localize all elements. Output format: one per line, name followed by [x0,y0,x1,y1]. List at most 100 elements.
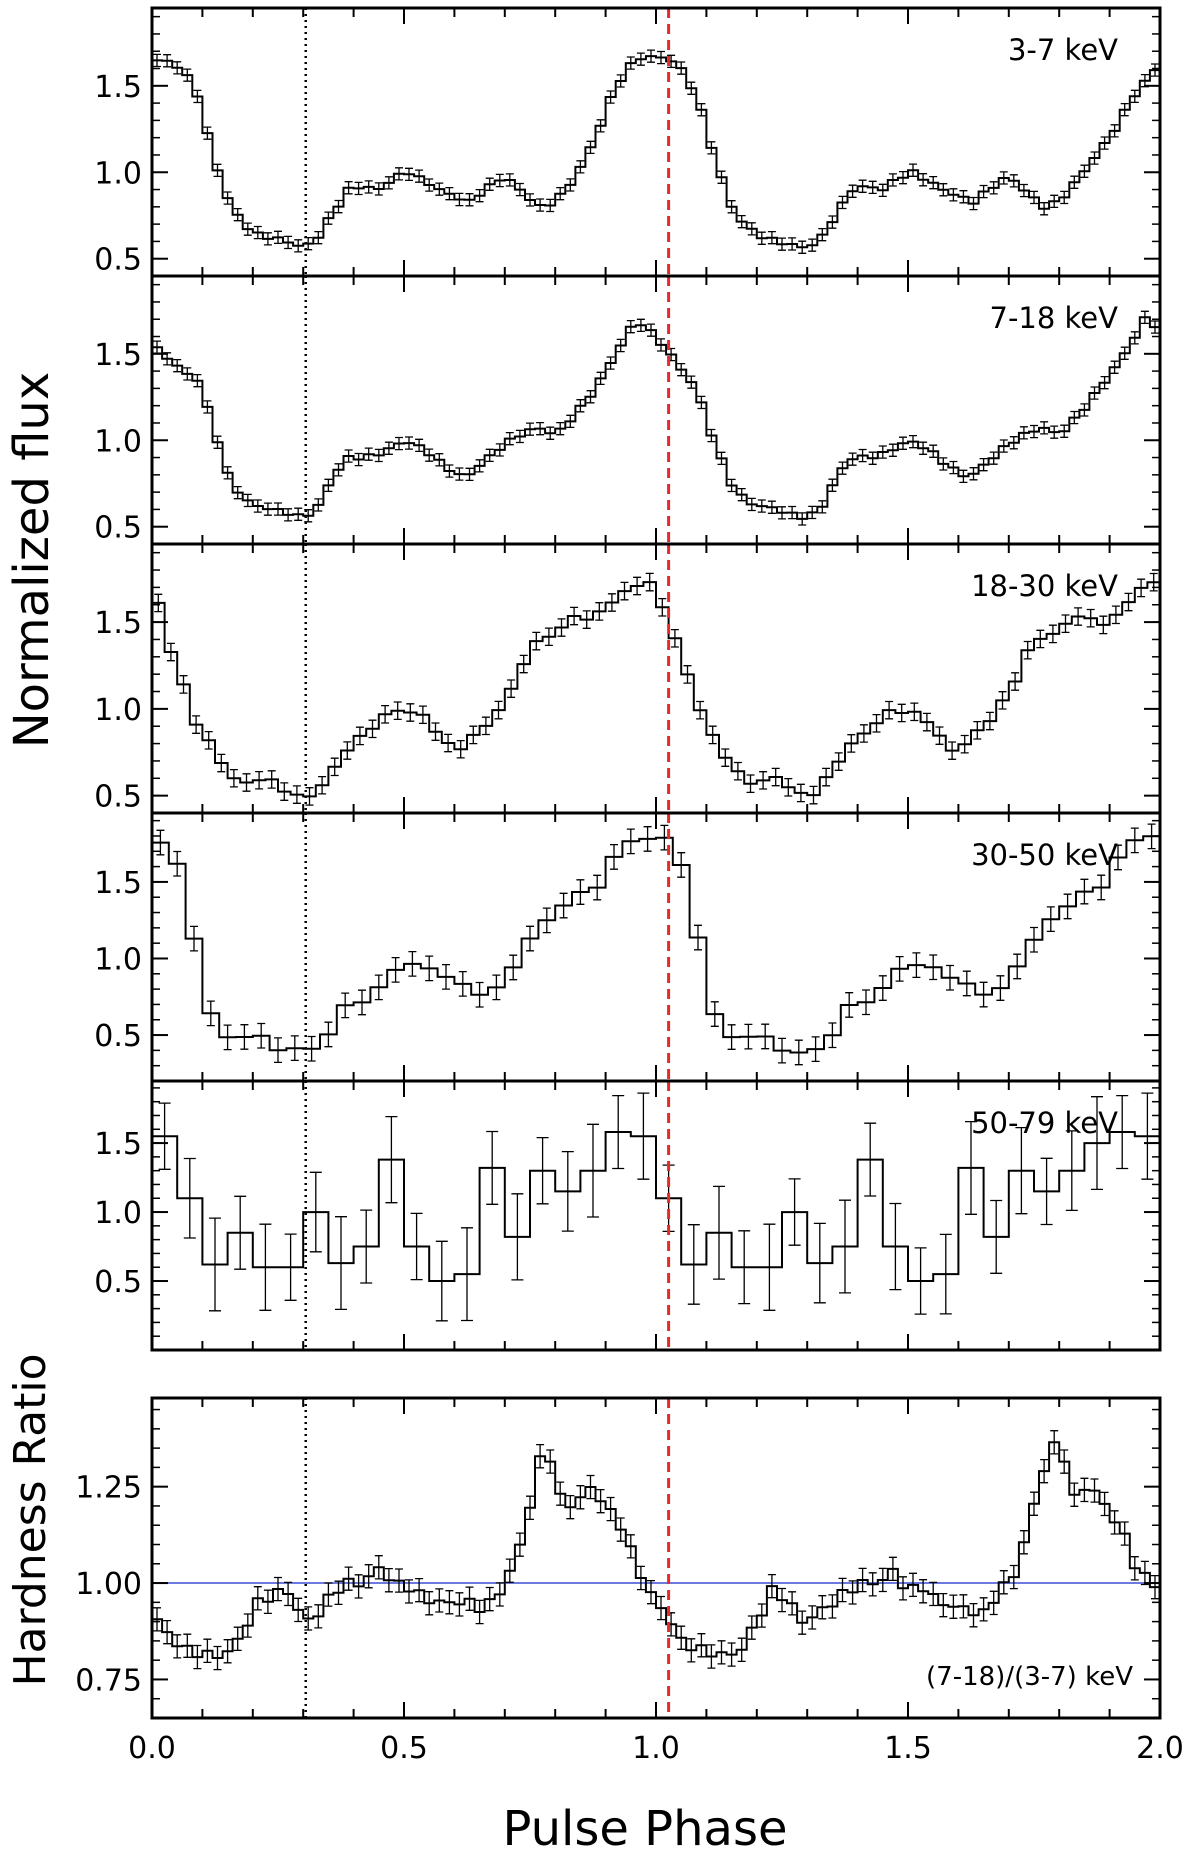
error-bar [425,955,434,982]
error-bar [808,1605,817,1630]
error-bar [173,358,182,373]
error-bar [586,390,595,404]
error-bar [596,371,605,386]
error-bar [895,955,904,982]
error-bar [738,1230,751,1305]
error-bar [240,1024,249,1050]
error-bar [697,395,706,410]
error-bar [566,414,575,429]
error-bar [914,1247,927,1315]
error-bar [153,1607,161,1632]
error-bar [263,1589,272,1615]
error-bar [929,444,938,458]
x-tick-label: 1.0 [632,1731,680,1766]
error-bar [253,499,262,513]
error-bar [294,239,303,253]
error-bar [822,767,831,787]
error-bar [733,761,742,781]
error-bar [778,237,786,251]
error-bar [788,237,797,251]
error-bar [838,195,847,210]
y-tick-label: 1.0 [94,1196,142,1231]
error-bar [183,1633,192,1658]
error-bar [929,954,938,981]
error-bar [909,163,917,177]
error-bar [1097,874,1106,901]
error-bar [1030,424,1038,439]
x-tick-label: 1.5 [884,1731,932,1766]
error-bar [1070,175,1079,189]
error-bar [677,362,686,377]
error-bar [213,1645,222,1671]
error-bar [576,879,585,905]
error-bar [596,1488,605,1514]
error-bar [475,1599,484,1625]
error-bar [495,1582,504,1607]
error-bar [1070,410,1079,425]
error-bar [1063,893,1072,920]
error-bar [670,628,679,648]
error-bar [364,1564,373,1589]
error-bar [818,500,827,514]
error-bar [1019,1530,1028,1555]
error-bar [1114,844,1122,871]
error-bar [948,741,957,760]
error-bar [1009,174,1018,188]
error-bar [153,53,161,68]
y-tick-label: 0.5 [94,780,142,815]
error-bar [314,230,323,245]
error-bar [556,1481,565,1506]
panels-group: 0.5 1.0 1.5 3-7 keV 0.5 1.0 1.5 7-18 keV 0.5 1.0 1… [75,6,1184,1766]
error-bar [1120,102,1129,117]
error-bar [203,126,212,140]
error-bar [888,443,897,457]
error-bar [557,618,566,637]
y-tick-label: 0.5 [94,511,142,546]
error-bar [979,1597,988,1622]
error-bar [274,502,282,516]
error-bar [206,1000,215,1027]
error-bar [606,90,615,104]
error-bar [415,438,424,453]
y-tick-label: 1.0 [94,156,142,191]
y-tick-label: 0.5 [94,1265,142,1300]
error-bar [304,509,313,523]
error-bar [1120,346,1129,360]
error-bar [223,191,232,205]
error-bar [593,874,602,901]
error-bar [949,1594,958,1619]
error-bar [878,183,887,198]
error-bar [868,1572,877,1597]
error-bar [647,49,655,63]
error-bar [1080,403,1089,417]
error-bar [969,196,978,211]
error-bar [1009,436,1018,450]
error-bar [848,452,857,466]
error-bar [759,771,768,790]
error-bar [576,1485,585,1510]
error-bar [687,375,696,389]
error-bar [939,457,948,471]
error-bar [495,443,504,457]
error-bar [767,1573,776,1599]
error-bar [1110,360,1119,374]
error-bar [587,1123,599,1218]
error-bar [1050,425,1059,439]
error-bar [818,1595,827,1620]
error-bar [566,178,575,192]
error-bar [305,787,314,806]
error-bar [939,183,948,197]
error-bar [949,188,958,202]
error-bar [358,989,366,1016]
error-bar [263,232,272,246]
error-bar [626,1534,635,1559]
error-bar [536,1443,545,1469]
error-bar [899,1576,907,1601]
error-bar [912,952,921,979]
error-bar [381,704,390,724]
error-bar [318,775,327,795]
error-bar [778,1037,786,1064]
error-bar [808,238,817,252]
error-bar [526,422,534,436]
error-bar [492,974,501,1001]
